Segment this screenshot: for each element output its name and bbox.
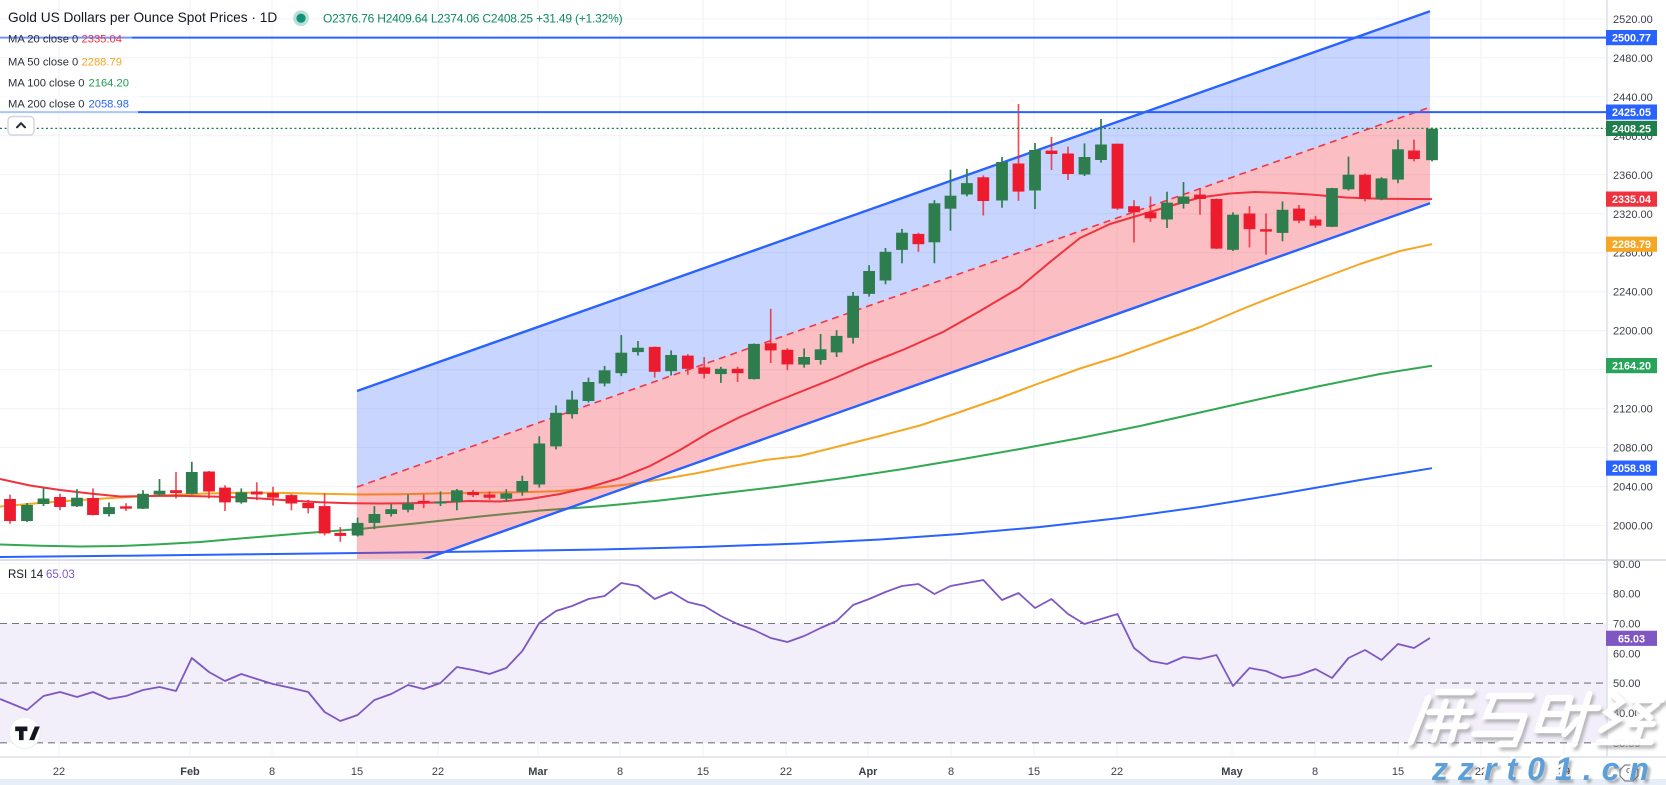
svg-text:2200.00: 2200.00 <box>1613 326 1653 338</box>
svg-text:15: 15 <box>351 766 363 778</box>
svg-text:2288.79: 2288.79 <box>82 56 122 68</box>
svg-text:15: 15 <box>1392 766 1404 778</box>
svg-text:22: 22 <box>1111 766 1123 778</box>
svg-text:MA 20 close 0: MA 20 close 0 <box>8 33 78 45</box>
svg-text:8: 8 <box>948 766 954 778</box>
svg-text:90.00: 90.00 <box>1613 559 1641 571</box>
svg-text:8: 8 <box>1312 766 1318 778</box>
svg-text:O2376.76 H2409.64 L2374.06 C24: O2376.76 H2409.64 L2374.06 C2408.25 +31.… <box>323 12 623 26</box>
svg-text:22: 22 <box>432 766 444 778</box>
svg-text:2320.00: 2320.00 <box>1613 209 1653 221</box>
svg-text:2408.25: 2408.25 <box>1612 123 1651 135</box>
svg-text:29: 29 <box>1558 766 1570 778</box>
svg-text:2000.00: 2000.00 <box>1613 521 1653 533</box>
svg-text:22: 22 <box>1475 766 1487 778</box>
svg-text:60.00: 60.00 <box>1613 648 1641 660</box>
svg-text:22: 22 <box>780 766 792 778</box>
svg-text:70.00: 70.00 <box>1613 619 1641 631</box>
svg-text:2480.00: 2480.00 <box>1613 53 1653 65</box>
svg-text:Apr: Apr <box>859 766 879 778</box>
svg-text:2120.00: 2120.00 <box>1613 404 1653 416</box>
svg-text:2058.98: 2058.98 <box>1612 463 1651 475</box>
svg-text:MA 100 close 0: MA 100 close 0 <box>8 77 85 89</box>
svg-text:8: 8 <box>617 766 623 778</box>
svg-text:65.03: 65.03 <box>1618 633 1645 645</box>
svg-text:RSI 14: RSI 14 <box>8 569 44 581</box>
svg-text:2520.00: 2520.00 <box>1613 14 1653 26</box>
svg-text:65.03: 65.03 <box>46 569 75 581</box>
svg-text:Mar: Mar <box>528 766 548 778</box>
svg-text:2164.20: 2164.20 <box>1612 361 1651 373</box>
svg-text:MA 50 close 0: MA 50 close 0 <box>8 56 78 68</box>
svg-text:15: 15 <box>697 766 709 778</box>
svg-text:2335.04: 2335.04 <box>1612 194 1651 206</box>
svg-text:2440.00: 2440.00 <box>1613 92 1653 104</box>
svg-text:2360.00: 2360.00 <box>1613 170 1653 182</box>
svg-text:2040.00: 2040.00 <box>1613 482 1653 494</box>
svg-text:50.00: 50.00 <box>1613 678 1641 690</box>
svg-text:Feb: Feb <box>180 766 200 778</box>
svg-text:40.00: 40.00 <box>1613 708 1641 720</box>
svg-text:80.00: 80.00 <box>1613 589 1641 601</box>
svg-text:Gold US Dollars per Ounce Spot: Gold US Dollars per Ounce Spot Prices · … <box>8 10 277 25</box>
svg-text:15: 15 <box>1028 766 1040 778</box>
svg-text:2058.98: 2058.98 <box>89 98 129 110</box>
svg-text:2080.00: 2080.00 <box>1613 443 1653 455</box>
svg-text:22: 22 <box>53 766 65 778</box>
svg-text:2164.20: 2164.20 <box>89 77 129 89</box>
svg-text:May: May <box>1221 766 1243 778</box>
svg-text:8: 8 <box>269 766 275 778</box>
svg-text:2425.05: 2425.05 <box>1612 107 1651 119</box>
svg-text:2288.79: 2288.79 <box>1612 239 1651 251</box>
svg-text:2335.04: 2335.04 <box>82 33 122 45</box>
svg-text:zzrt01.cn: zzrt01.cn <box>1431 751 1659 785</box>
svg-text:2500.77: 2500.77 <box>1612 33 1651 45</box>
svg-text:MA 200 close 0: MA 200 close 0 <box>8 98 85 110</box>
svg-text:2240.00: 2240.00 <box>1613 287 1653 299</box>
